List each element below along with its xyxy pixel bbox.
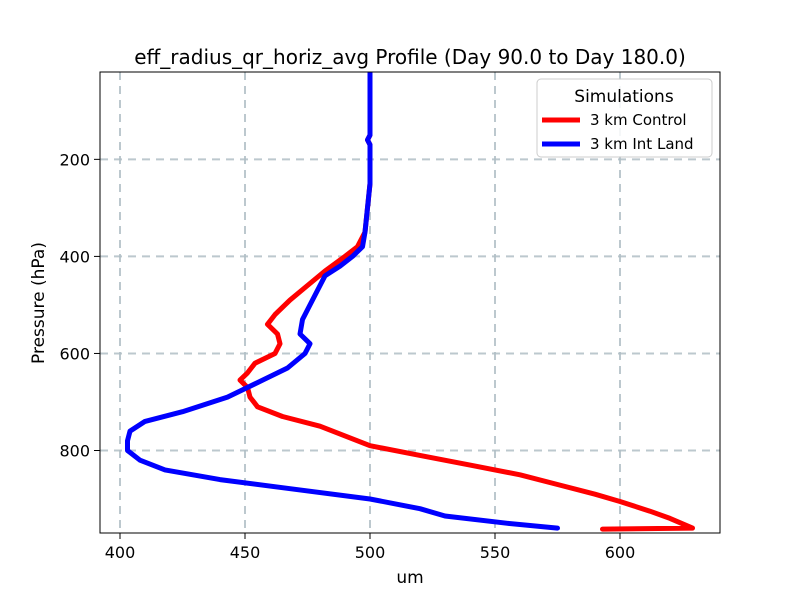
chart-title: eff_radius_qr_horiz_avg Profile (Day 90.… bbox=[134, 45, 686, 69]
x-axis-label: um bbox=[396, 568, 423, 588]
x-tick-label: 600 bbox=[605, 543, 636, 562]
x-tick-label: 500 bbox=[355, 543, 386, 562]
legend-title: Simulations bbox=[574, 87, 674, 107]
y-tick-label: 600 bbox=[59, 344, 90, 363]
legend-box bbox=[536, 78, 713, 158]
y-tick-label: 800 bbox=[59, 442, 90, 461]
x-tick-label: 550 bbox=[480, 543, 511, 562]
ticks: 400 450 500 550 600 200 400 600 800 bbox=[59, 150, 635, 562]
y-tick-label: 400 bbox=[59, 247, 90, 266]
series-layer bbox=[125, 72, 695, 532]
legend: Simulations 3 km Control 3 km Int Land bbox=[536, 78, 713, 158]
y-tick-label: 200 bbox=[59, 150, 90, 169]
legend-entry-int-land: 3 km Int Land bbox=[590, 135, 694, 153]
x-tick-label: 400 bbox=[105, 543, 136, 562]
legend-entry-control: 3 km Control bbox=[590, 111, 687, 129]
x-tick-label: 450 bbox=[230, 543, 261, 562]
plot-frame bbox=[99, 71, 721, 534]
y-axis-label: Pressure (hPa) bbox=[29, 242, 49, 364]
series-line-int-land bbox=[125, 72, 560, 531]
